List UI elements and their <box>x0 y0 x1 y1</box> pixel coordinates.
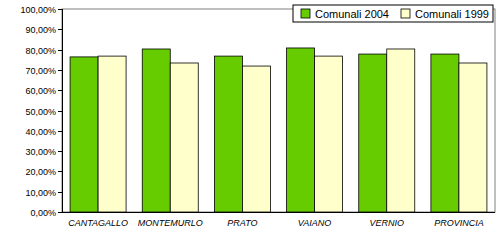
legend-label: Comunali 1999 <box>415 8 489 20</box>
y-tick-label: 50,00% <box>25 107 56 117</box>
y-tick-label: 90,00% <box>25 25 56 35</box>
chart-svg: 0,00% 10,00% 20,00% 30,00% 40,00% 50,00% 60,00… <box>0 0 500 230</box>
bar <box>214 56 242 212</box>
x-tick-label: PRATO <box>227 218 257 228</box>
y-tick <box>58 70 62 71</box>
bar <box>70 57 98 212</box>
legend-swatch <box>401 9 410 18</box>
y-tick-label: 70,00% <box>25 66 56 76</box>
y-tick <box>58 29 62 30</box>
y-tick-label: 60,00% <box>25 86 56 96</box>
bar <box>359 54 387 212</box>
bar <box>387 49 415 212</box>
y-tick-label: 20,00% <box>25 167 56 177</box>
y-tick-label: 100,00% <box>20 5 56 15</box>
x-tick-label: MONTEMURLO <box>138 218 203 228</box>
plot-frame <box>62 9 495 212</box>
bar <box>170 63 198 212</box>
y-tick <box>58 212 62 213</box>
y-tick <box>58 90 62 91</box>
y-tick <box>58 151 62 152</box>
legend-swatch <box>301 9 310 18</box>
y-tick <box>58 50 62 51</box>
y-tick-label: 0,00% <box>30 208 56 218</box>
y-tick <box>58 111 62 112</box>
bar <box>459 63 487 212</box>
bar <box>431 54 459 212</box>
x-axis <box>62 212 495 213</box>
bar <box>315 56 343 212</box>
y-axis <box>62 9 63 212</box>
y-tick-label: 40,00% <box>25 127 56 137</box>
y-tick-label: 80,00% <box>25 46 56 56</box>
bar <box>242 66 270 212</box>
y-tick <box>58 9 62 10</box>
bar <box>98 56 126 212</box>
y-tick <box>58 192 62 193</box>
x-tick-label: VAIANO <box>298 218 332 228</box>
bars <box>70 48 487 212</box>
x-tick-label: VERNIO <box>369 218 404 228</box>
legend-label: Comunali 2004 <box>315 8 389 20</box>
legend-box <box>293 5 493 22</box>
y-tick-label: 10,00% <box>25 188 56 198</box>
bar <box>287 48 315 212</box>
bar <box>142 49 170 212</box>
chart-container: 0,00% 10,00% 20,00% 30,00% 40,00% 50,00% 60,00… <box>0 0 500 230</box>
legend: Comunali 2004 Comunali 1999 <box>293 5 493 22</box>
y-tick <box>58 131 62 132</box>
x-tick-label: CANTAGALLO <box>68 218 128 228</box>
y-tick-label: 30,00% <box>25 147 56 157</box>
y-tick <box>58 171 62 172</box>
x-tick-label: PROVINCIA <box>434 218 484 228</box>
